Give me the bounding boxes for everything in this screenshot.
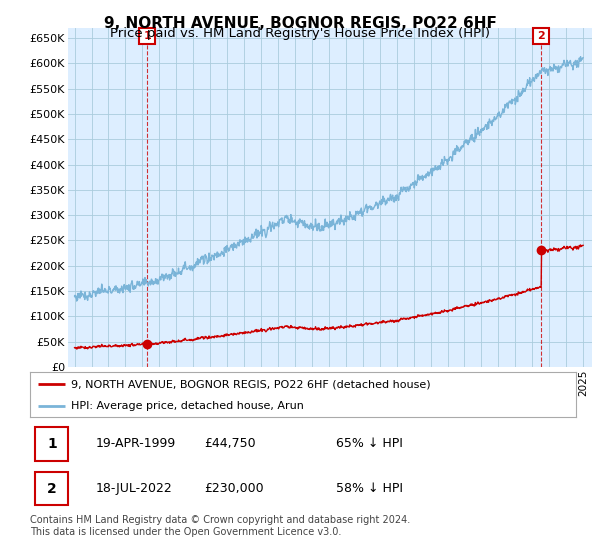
Text: 1: 1	[47, 437, 57, 451]
Text: 1: 1	[143, 31, 151, 40]
Text: £230,000: £230,000	[205, 482, 265, 495]
Text: HPI: Average price, detached house, Arun: HPI: Average price, detached house, Arun	[71, 401, 304, 411]
Text: 58% ↓ HPI: 58% ↓ HPI	[336, 482, 403, 495]
Text: 18-JUL-2022: 18-JUL-2022	[95, 482, 172, 495]
Text: Price paid vs. HM Land Registry's House Price Index (HPI): Price paid vs. HM Land Registry's House …	[110, 27, 490, 40]
Text: £44,750: £44,750	[205, 437, 256, 450]
FancyBboxPatch shape	[35, 427, 68, 460]
Text: 2: 2	[538, 31, 545, 40]
Text: 65% ↓ HPI: 65% ↓ HPI	[336, 437, 403, 450]
Text: Contains HM Land Registry data © Crown copyright and database right 2024.
This d: Contains HM Land Registry data © Crown c…	[30, 515, 410, 537]
Text: 2: 2	[47, 482, 57, 496]
FancyBboxPatch shape	[35, 472, 68, 505]
Text: 9, NORTH AVENUE, BOGNOR REGIS, PO22 6HF (detached house): 9, NORTH AVENUE, BOGNOR REGIS, PO22 6HF …	[71, 380, 431, 390]
Text: 19-APR-1999: 19-APR-1999	[95, 437, 176, 450]
Text: 9, NORTH AVENUE, BOGNOR REGIS, PO22 6HF: 9, NORTH AVENUE, BOGNOR REGIS, PO22 6HF	[104, 16, 496, 31]
